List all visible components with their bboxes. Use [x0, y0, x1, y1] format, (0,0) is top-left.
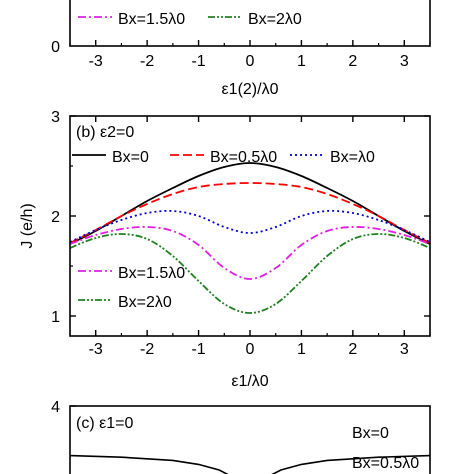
series-line-1: [69, 182, 431, 244]
x-tick-label: -1: [191, 53, 205, 70]
x-tick-label: -1: [191, 341, 205, 358]
panel-a-ticks: -3 -2 -1 0 1 2 3: [69, 40, 431, 70]
panel-b-ticks: -3 -2 -1 0 1 2 3 1 2 3: [51, 109, 431, 358]
y-tick-label: 2: [51, 209, 60, 226]
y-tick-label: 4: [51, 399, 60, 416]
x-tick-label: 1: [297, 53, 306, 70]
x-tick-label: -3: [89, 53, 103, 70]
panel-c-plot: [69, 454, 431, 474]
panel-c-legend: Bx=0 Bx=0.5λ0: [352, 425, 419, 472]
x-tick-label: -2: [140, 53, 154, 70]
panel-b-legend-top: Bx=0 Bx=0.5λ0 Bx=λ0: [72, 149, 375, 166]
y-tick-label: 3: [51, 109, 60, 126]
series-line-4: [69, 233, 431, 314]
panel-c-frame: [69, 405, 431, 474]
x-tick-label: 0: [246, 341, 255, 358]
series-line-0: [69, 162, 431, 245]
x-tick-label: 0: [246, 53, 255, 70]
panel-b-xlabel: ε1/λ0: [231, 373, 268, 390]
panel-a-xlabel: ε1(2)/λ0: [222, 81, 279, 98]
y-tick-label: 1: [51, 309, 60, 326]
legend-label-1: Bx=0.5λ0: [210, 149, 277, 166]
panel-a-legend: Bx=1.5λ0 Bx=2λ0: [78, 11, 302, 28]
series-line-3: [69, 226, 431, 280]
panel-b: -3 -2 -1 0 1 2 3 1 2 3 (b) ε2=0 Bx=0 Bx=0.5λ0 Bx=λ0…: [19, 109, 431, 390]
panel-c-ticks: 34: [51, 399, 76, 416]
panel-b-ylabel: J (e/h): [19, 203, 36, 248]
legend-label-bx-2: Bx=2λ0: [248, 11, 302, 28]
panel-b-plot: [69, 162, 431, 314]
series-line-c-0-1: [271, 454, 431, 474]
legend-label-4: Bx=2λ0: [118, 294, 172, 311]
panel-b-label: (b) ε2=0: [76, 124, 134, 141]
panel-a-ytick-0: 0: [51, 39, 60, 56]
legend-label-c-bx-0-5: Bx=0.5λ0: [352, 455, 419, 472]
x-tick-label: 1: [297, 341, 306, 358]
panel-a: -3 -2 -1 0 1 2 3 0 Bx=1.5λ0 Bx=2λ0 ε1(2)/λ0: [51, 0, 431, 98]
legend-label-c-bx-0: Bx=0: [352, 425, 389, 442]
x-tick-label: 2: [348, 53, 357, 70]
legend-label-2: Bx=λ0: [330, 149, 375, 166]
x-tick-label: -3: [89, 341, 103, 358]
legend-label-0: Bx=0: [112, 149, 149, 166]
panel-c-label: (c) ε1=0: [76, 415, 133, 432]
legend-label-3: Bx=1.5λ0: [118, 265, 185, 282]
x-tick-label: -2: [140, 341, 154, 358]
x-tick-label: 3: [400, 341, 409, 358]
legend-label-bx-1-5: Bx=1.5λ0: [118, 11, 185, 28]
panel-c: 34 (c) ε1=0 Bx=0 Bx=0.5λ0: [51, 399, 431, 474]
x-tick-label: 2: [348, 341, 357, 358]
panel-b-legend-bottom: Bx=1.5λ0 Bx=2λ0: [78, 265, 185, 311]
x-tick-label: 3: [400, 53, 409, 70]
series-line-c-0-0: [69, 454, 229, 474]
